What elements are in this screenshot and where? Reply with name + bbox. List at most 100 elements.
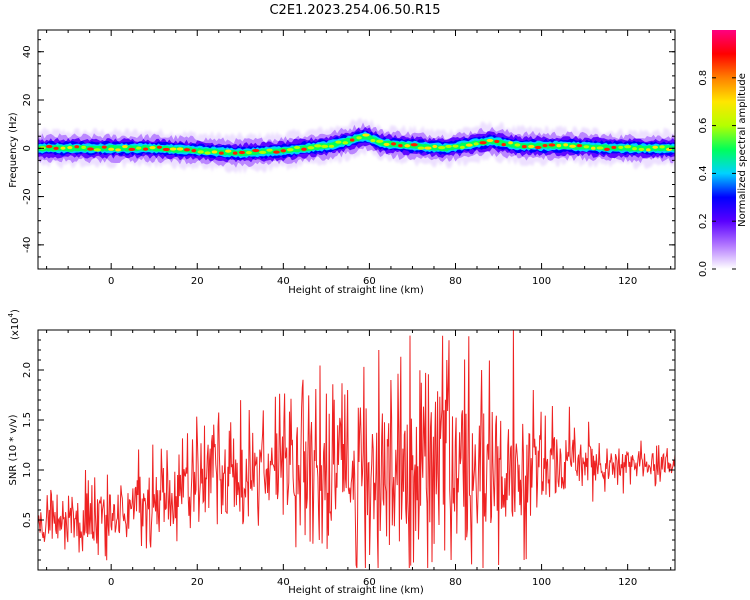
spectrogram-hotspot — [501, 142, 506, 147]
spectrogram-hotspot — [618, 145, 624, 150]
spectrogram-hotspot — [521, 145, 527, 149]
spectrogram-hotspot — [659, 145, 665, 149]
y-tick-label: 1.0 — [22, 462, 33, 478]
y-tick-label: 0.5 — [22, 512, 33, 528]
spectrogram-hotspot — [136, 146, 142, 150]
spectrogram-hotspot — [259, 150, 267, 154]
snr-plot-area — [38, 330, 675, 569]
snr-panel: 0 20 40 60 80 100 120 0.5 1.0 1.5 2.0 Height of st… — [7, 309, 676, 596]
spectrogram-hotspot — [404, 144, 411, 148]
x-tick-label: 60 — [363, 276, 376, 287]
spectrogram-hotspot — [101, 145, 107, 149]
spectrogram-hotspot — [169, 147, 177, 151]
spectrogram-hotspot — [197, 150, 204, 154]
spectrogram-hotspot — [149, 146, 156, 150]
spectrogram-hotspot — [280, 149, 287, 153]
spectrogram-hotspot — [624, 145, 632, 149]
spectrogram-hotspot — [53, 146, 59, 150]
spectrogram-band-layer — [38, 133, 675, 157]
spectrogram-hotspot — [514, 143, 521, 147]
spectrogram-hotspot — [424, 146, 432, 150]
spectrogram-hotspot — [252, 148, 260, 153]
spectrogram-hotspot — [108, 147, 115, 151]
spectrogram-hotspot — [638, 147, 645, 152]
spectrogram-hotspot — [452, 144, 459, 148]
spectrogram-hotspot — [576, 143, 583, 148]
colorbar-bar — [712, 30, 736, 269]
x-tick-label: 40 — [277, 577, 290, 588]
x-tick-label: 100 — [532, 276, 551, 287]
spectrogram-hotspot — [115, 148, 121, 152]
snr-multiplier-base: (x10 — [10, 317, 21, 340]
spectrogram-hotspot — [162, 147, 170, 152]
spectrogram-hotspot — [376, 139, 384, 143]
spectrogram-hotspot — [528, 144, 535, 149]
spectrogram-hotspot — [590, 146, 596, 150]
spectrogram-y-label: Frequency (Hz) — [8, 112, 19, 188]
spectrogram-hotspot — [417, 146, 425, 150]
spectrogram-hotspot — [398, 144, 403, 148]
spectrogram-hotspot — [211, 150, 218, 154]
spectrogram-hotspot — [286, 148, 294, 152]
x-tick-label: 20 — [191, 577, 204, 588]
spectrogram-hotspot — [266, 148, 273, 152]
spectrogram-hotspot — [191, 149, 197, 153]
spectrogram-hotspot — [238, 150, 246, 155]
x-tick-label: 60 — [363, 577, 376, 588]
spectrogram-hotspot — [321, 144, 329, 148]
colorbar-label: Normalized spectral amplitude — [737, 73, 748, 227]
spectrogram-hotspot — [301, 147, 307, 151]
spectrogram-hotspot — [556, 144, 562, 148]
x-tick-label: 120 — [618, 577, 637, 588]
spectrogram-hotspot — [183, 148, 191, 152]
spectrogram-hotspot — [128, 147, 136, 151]
spectrogram-panel: 0 20 40 60 80 100 120 -40 -20 0 20 40 Height of str… — [8, 29, 676, 296]
colorbar-tick-label: 0.6 — [698, 118, 709, 134]
y-tick-label: 0 — [22, 145, 33, 151]
spectrogram-hotspot — [273, 150, 280, 154]
spectrogram-hotspot — [494, 139, 500, 144]
spectrogram-hotspot — [67, 145, 73, 150]
spectrogram-hotspot — [232, 151, 238, 155]
colorbar-tick-label: 0.8 — [698, 70, 709, 86]
y-tick-label: 40 — [22, 45, 33, 58]
spectrogram-hotspot — [370, 138, 376, 143]
spectrogram-x-label: Height of straight line (km) — [288, 285, 424, 296]
spectrogram-hotspot — [534, 145, 542, 150]
spectrogram-hotspot — [362, 133, 370, 137]
spectrogram-hotspot — [479, 141, 487, 145]
spectrogram-hotspot — [473, 142, 479, 146]
y-tick-label: 2.0 — [22, 362, 33, 378]
x-tick-label: 20 — [191, 276, 204, 287]
snr-axes: 0 20 40 60 80 100 120 0.5 1.0 1.5 2.0 — [22, 330, 675, 588]
colorbar-ticks: 0.0 0.2 0.4 0.6 0.8 — [698, 70, 736, 277]
chart-title: C2E1.2023.254.06.50.R15 — [269, 3, 440, 18]
spectrogram-hotspot — [438, 146, 446, 150]
x-tick-label: 0 — [108, 276, 114, 287]
spectrogram-hotspot — [486, 138, 494, 143]
spectrogram-hotspot — [328, 144, 335, 148]
spectrogram-hotspot — [122, 144, 128, 149]
spectrogram-hotspot — [93, 148, 101, 152]
spectrogram-hotspot — [356, 136, 362, 140]
spectrogram-hotspot — [508, 141, 513, 145]
spectrogram-hotspot — [604, 147, 610, 151]
spectrogram-hotspot — [204, 151, 211, 155]
x-tick-label: 80 — [449, 276, 462, 287]
spectrogram-hotspot — [294, 145, 301, 150]
x-tick-label: 0 — [108, 577, 114, 588]
spectrogram-hotspot — [569, 144, 576, 148]
spectrogram-hotspot — [81, 145, 86, 149]
spectrogram-hotspot — [74, 145, 80, 149]
spectrogram-hotspot — [45, 144, 53, 149]
snr-frame — [37, 329, 676, 571]
x-tick-label: 100 — [532, 577, 551, 588]
snr-multiplier: (x104) — [7, 309, 21, 340]
y-tick-label: 20 — [22, 94, 33, 107]
spectrogram-hotspot — [410, 143, 418, 147]
x-tick-label: 40 — [277, 276, 290, 287]
spectrogram-hotspot — [383, 142, 390, 147]
y-tick-label: 1.5 — [22, 412, 33, 428]
spectrogram-hotspot — [142, 147, 149, 151]
snr-multiplier-close: ) — [10, 309, 21, 313]
